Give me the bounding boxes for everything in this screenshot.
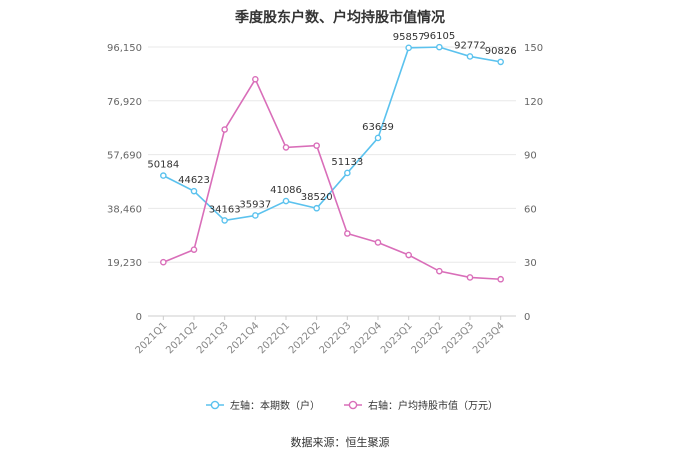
gridlines — [148, 46, 516, 317]
x-axis-tick-label: 2021Q1 — [134, 320, 170, 356]
data-label: 96105 — [423, 31, 455, 42]
series-point-0 — [436, 43, 443, 51]
data-label: 51133 — [331, 157, 363, 168]
x-axis-tick-label: 2021Q3 — [195, 320, 231, 356]
series-point-0 — [160, 172, 167, 179]
x-axis-tick-label: 2022Q3 — [318, 320, 354, 356]
series-point-1 — [252, 75, 259, 83]
series-point-1 — [344, 230, 351, 237]
x-axis-tick-label: 2022Q2 — [287, 320, 323, 356]
source-note: 数据来源：恒生聚源 — [291, 435, 390, 449]
x-axis-tick-label: 2022Q1 — [256, 320, 292, 356]
series-point-0 — [374, 134, 382, 142]
data-label: 95857 — [393, 32, 425, 43]
data-label: 92772 — [454, 40, 486, 51]
series-point-0 — [405, 44, 412, 52]
series-point-1 — [497, 275, 504, 283]
data-label: 50184 — [147, 160, 179, 171]
series-point-1 — [374, 239, 382, 246]
legend-marker-1[interactable] — [348, 400, 358, 410]
data-label: 38520 — [301, 192, 333, 203]
x-axis-tick-label: 2021Q4 — [226, 320, 262, 356]
data-label: 35937 — [239, 199, 271, 210]
data-label: 34163 — [209, 204, 241, 215]
series-line-1 — [163, 77, 501, 281]
x-axis-tick-label: 2022Q4 — [348, 320, 384, 356]
left-axis-tick-label: 96,150 — [107, 43, 142, 54]
left-axis-tick-label: 38,460 — [107, 204, 142, 215]
x-axis-tick-label: 2023Q3 — [440, 320, 476, 356]
series-point-0 — [497, 58, 504, 66]
series-point-0 — [190, 187, 198, 195]
series-point-1 — [160, 258, 167, 266]
series — [160, 43, 504, 283]
right-axis-tick-label: 90 — [524, 151, 537, 162]
right-axis-tick-label: 150 — [524, 43, 543, 54]
series-point-1 — [282, 144, 290, 151]
left-axis-tick-label: 57,690 — [107, 151, 142, 162]
x-axis-tick-label: 2023Q4 — [471, 320, 507, 356]
series-point-1 — [466, 274, 474, 281]
series-point-0 — [221, 217, 228, 224]
x-axis-tick-label: 2021Q2 — [164, 320, 200, 356]
series-point-1 — [313, 142, 320, 149]
series-point-0 — [282, 197, 290, 205]
data-label: 90826 — [485, 46, 517, 57]
right-axis-tick-label: 120 — [524, 97, 543, 108]
x-axis-tick-label: 2023Q2 — [410, 320, 446, 356]
series-point-1 — [190, 246, 198, 253]
data-label: 41086 — [270, 185, 302, 196]
series-point-0 — [344, 169, 351, 177]
chart-title: 季度股东户数、户均持股市值情况 — [234, 9, 445, 26]
left-axis-tick-label: 19,230 — [107, 258, 142, 269]
legend-marker-0[interactable] — [210, 400, 220, 410]
series-point-1 — [436, 267, 443, 275]
left-axis-tick-label: 76,920 — [107, 97, 142, 108]
right-axis-tick-label: 30 — [524, 258, 537, 269]
legend-label-1[interactable]: 右轴：户均持股市值（万元） — [368, 399, 498, 412]
x-axis-tick-label: 2023Q1 — [379, 320, 415, 356]
right-axis-tick-label: 60 — [524, 204, 537, 215]
series-point-1 — [405, 251, 412, 259]
series-point-1 — [221, 126, 228, 133]
legend[interactable]: 左轴：本期数（户） 右轴：户均持股市值（万元） — [206, 399, 498, 412]
left-axis-tick-label: 0 — [136, 312, 142, 323]
series-point-0 — [313, 204, 320, 212]
series-point-0 — [252, 212, 259, 219]
data-label: 44623 — [178, 175, 210, 186]
right-axis-tick-label: 0 — [524, 312, 530, 323]
data-label: 63639 — [362, 122, 394, 133]
series-point-0 — [466, 53, 474, 60]
legend-label-0[interactable]: 左轴：本期数（户） — [230, 399, 320, 412]
